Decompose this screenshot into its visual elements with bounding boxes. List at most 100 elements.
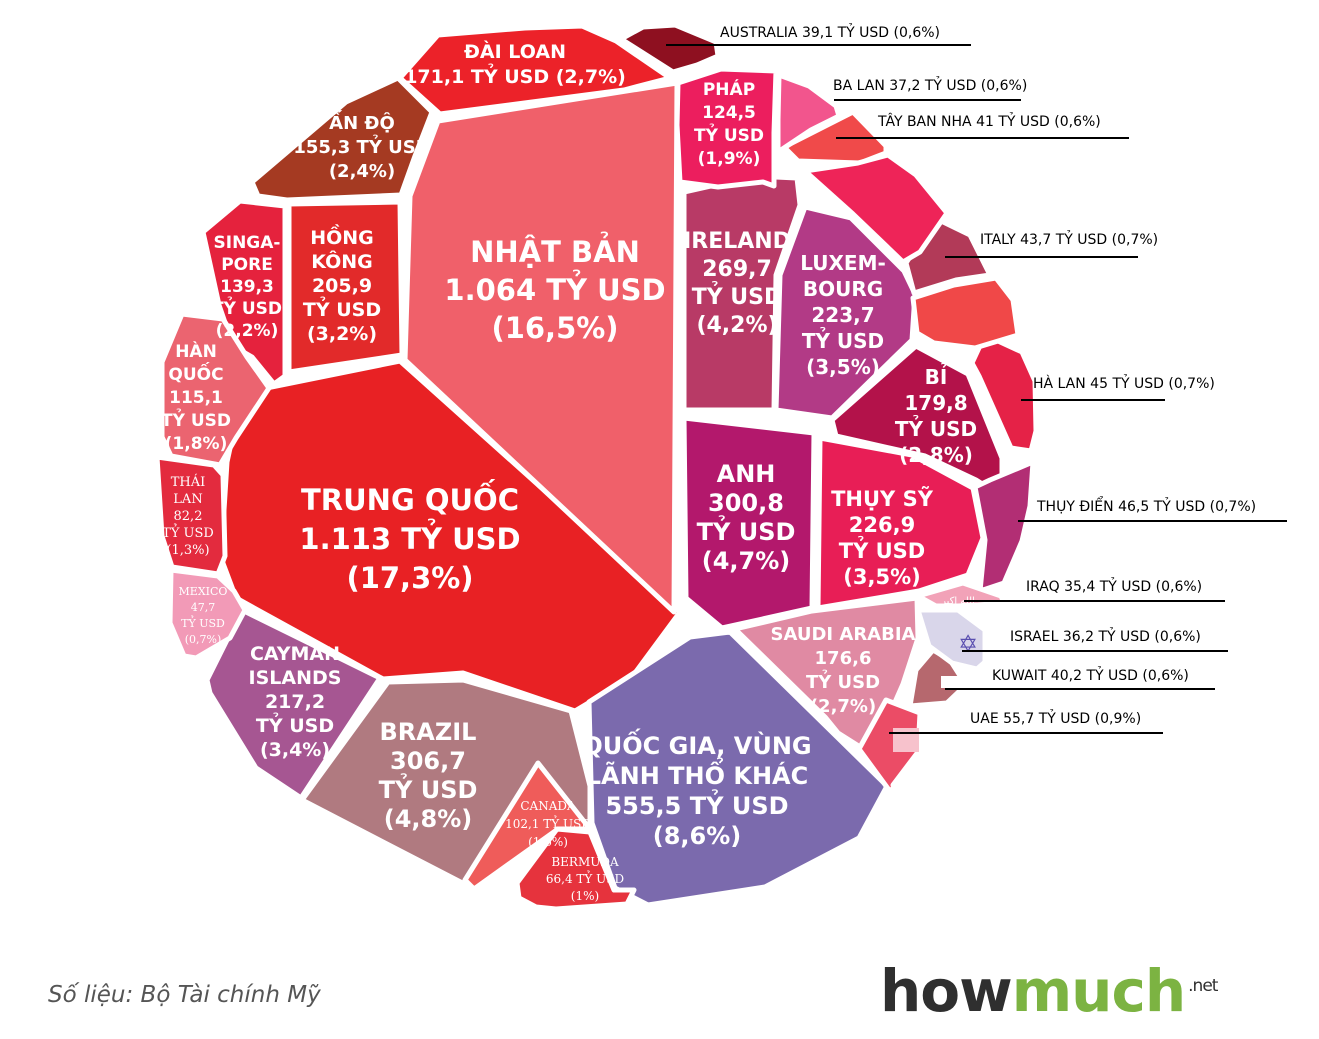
label-taiwan-line: ĐÀI LOAN [464,40,566,63]
label-singapore: SINGA-PORE 139,3 TỶ USD (2,2%) [212,233,282,341]
label-japan-line: 1.064 TỶ USD [444,270,665,307]
label-luxembourg-line: TỶ USD [802,328,884,353]
label-ireland: IRELAND 269,7 TỶ USD (4,2%) [683,229,791,338]
label-belgium: BỈ 179,8 TỶ USD (2,8%) [895,364,977,467]
label-belgium-line: (2,8%) [899,443,973,467]
label-canada: CANADA 102,1 TỶ USD (1,6%) [505,799,591,849]
cell-luxembourg [773,204,918,421]
cell-india [249,75,435,203]
label-saudi-line: SAUDI ARABIA [771,624,916,645]
label-saudi-line: 176,6 [815,648,872,669]
label-switzerland-line: TỶ USD [839,536,925,563]
brand-how: how [880,957,1013,1025]
label-uk: ANH 300,8 TỶ USD (4,7%) [697,460,796,575]
label-japan: NHẬT BẢN 1.064 TỶ USD (16,5%) [444,232,665,345]
label-brazil: BRAZIL 306,7 TỶ USD (4,8%) [379,718,478,833]
label-korea-line: TỶ USD [161,408,231,431]
ext-label-iraq: IRAQ 35,4 TỶ USD (0,6%) [1026,577,1202,595]
ext-label-kuwait: KUWAIT 40,2 TỶ USD (0,6%) [992,666,1189,684]
ext-label-spain: TÂY BAN NHA 41 TỶ USD (0,6%) [877,112,1101,130]
label-saudi-line: (2,7%) [810,696,876,717]
label-korea-line: (1,8%) [165,434,228,454]
label-cayman: CAYMAN ISLANDS 217,2 TỶ USD (3,4%) [249,643,342,761]
uae-flag-stripe [893,728,919,752]
label-hongkong-line: (3,2%) [307,323,377,345]
brand-much: much [1011,957,1186,1025]
ext-label-sweden: THỤY ĐIỂN 46,5 TỶ USD (0,7%) [1036,496,1256,515]
label-bermuda-line: (1%) [571,889,599,903]
label-cayman-line: CAYMAN [250,643,340,665]
label-ireland-line: TỶ USD [692,282,783,310]
label-france-line: 124,5 [702,103,756,123]
label-china: TRUNG QUỐC 1.113 TỶ USD (17,3%) [299,479,520,595]
label-cayman-line: (3,4%) [260,739,330,761]
cell-hongkong [286,199,405,375]
label-thailand: THÁI LAN 82,2 TỶ USD (1,3%) [162,474,214,558]
cell-other [586,629,890,908]
ext-label-poland: BA LAN 37,2 TỶ USD (0,6%) [833,76,1027,94]
label-singapore-line: PORE [221,255,273,275]
label-thailand-line: 82,2 [174,509,203,524]
label-thailand-line: TỶ USD [162,523,214,541]
kuwait-flag-stripe [941,676,967,688]
label-china-line: TRUNG QUỐC [301,479,519,517]
label-switzerland-line: THỤY SỸ [831,486,934,511]
label-ireland-line: 269,7 [702,257,772,282]
label-ireland-line: (4,2%) [696,313,777,338]
israel-star-icon: ✡ [958,630,978,658]
label-cayman-line: TỶ USD [256,712,334,737]
label-thailand-line: (1,3%) [166,543,209,558]
label-hongkong: HỒNG KÔNG 205,9 TỶ USD (3,2%) [303,223,381,345]
cell-japan [402,80,680,615]
ext-label-uae: UAE 55,7 TỶ USD (0,9%) [970,709,1141,727]
label-singapore-line: TỶ USD [212,296,282,319]
label-india-line: 155,3 TỶ USD [293,135,430,158]
label-belgium-line: TỶ USD [895,416,977,441]
label-luxembourg-line: BOURG [803,277,883,301]
label-brazil-line: (4,8%) [384,805,473,833]
label-japan-line: (16,5%) [491,311,618,345]
label-india-line: ẤN ĐỘ [329,110,395,134]
label-belgium-line: BỈ [925,364,948,389]
brand-logo: howmuch .net [880,962,1218,1020]
label-japan-line: NHẬT BẢN [470,232,640,269]
label-taiwan: ĐÀI LOAN 171,1 TỶ USD (2,7%) [404,40,626,88]
iraq-flag-text: الله اكبر [940,596,975,607]
cell-bermuda [514,826,637,912]
label-bermuda: BERMUDA 66,4 TỶ USD (1%) [546,855,624,903]
label-canada-line: (1,6%) [528,835,568,849]
label-canada-line: 102,1 TỶ USD [505,814,591,831]
label-taiwan-line: 171,1 TỶ USD (2,7%) [404,63,626,88]
label-canada-line: CANADA [520,799,576,813]
label-mexico-line: TỶ USD [181,615,225,630]
label-thailand-line: THÁI [171,474,206,490]
label-france-line: PHÁP [703,78,755,100]
label-ireland-line: IRELAND [683,229,791,254]
label-brazil-line: BRAZIL [380,718,477,746]
label-france: PHÁP 124,5 TỶ USD (1,9%) [694,78,764,169]
label-brazil-line: 306,7 [390,747,466,775]
cell-switzerland [815,435,986,611]
label-hongkong-line: 205,9 [312,275,372,297]
cell-netherlands [969,332,1039,454]
label-singapore-line: (2,2%) [216,321,279,341]
cell-poland [775,72,842,155]
label-korea-line: 115,1 [169,388,223,408]
cell-unlabeled_2 [910,275,1021,351]
label-luxembourg-line: 223,7 [811,303,874,327]
label-cayman-line: 217,2 [265,691,325,713]
label-bermuda-line: BERMUDA [551,855,619,869]
label-hongkong-line: HỒNG [310,223,374,249]
ext-label-israel: ISRAEL 36,2 TỶ USD (0,6%) [1010,627,1201,645]
label-india-line: (2,4%) [329,161,395,182]
label-uk-line: 300,8 [708,489,784,517]
label-singapore-line: 139,3 [220,277,274,297]
cell-thailand [154,454,228,577]
ext-label-italy: ITALY 43,7 TỶ USD (0,7%) [980,230,1158,248]
label-uk-line: (4,7%) [702,547,791,575]
source-note: Số liệu: Bộ Tài chính Mỹ [48,982,321,1008]
label-korea: HÀN QUỐC 115,1 TỶ USD (1,8%) [161,340,231,454]
cell-uae [856,697,923,793]
label-switzerland-line: 226,9 [849,513,915,537]
